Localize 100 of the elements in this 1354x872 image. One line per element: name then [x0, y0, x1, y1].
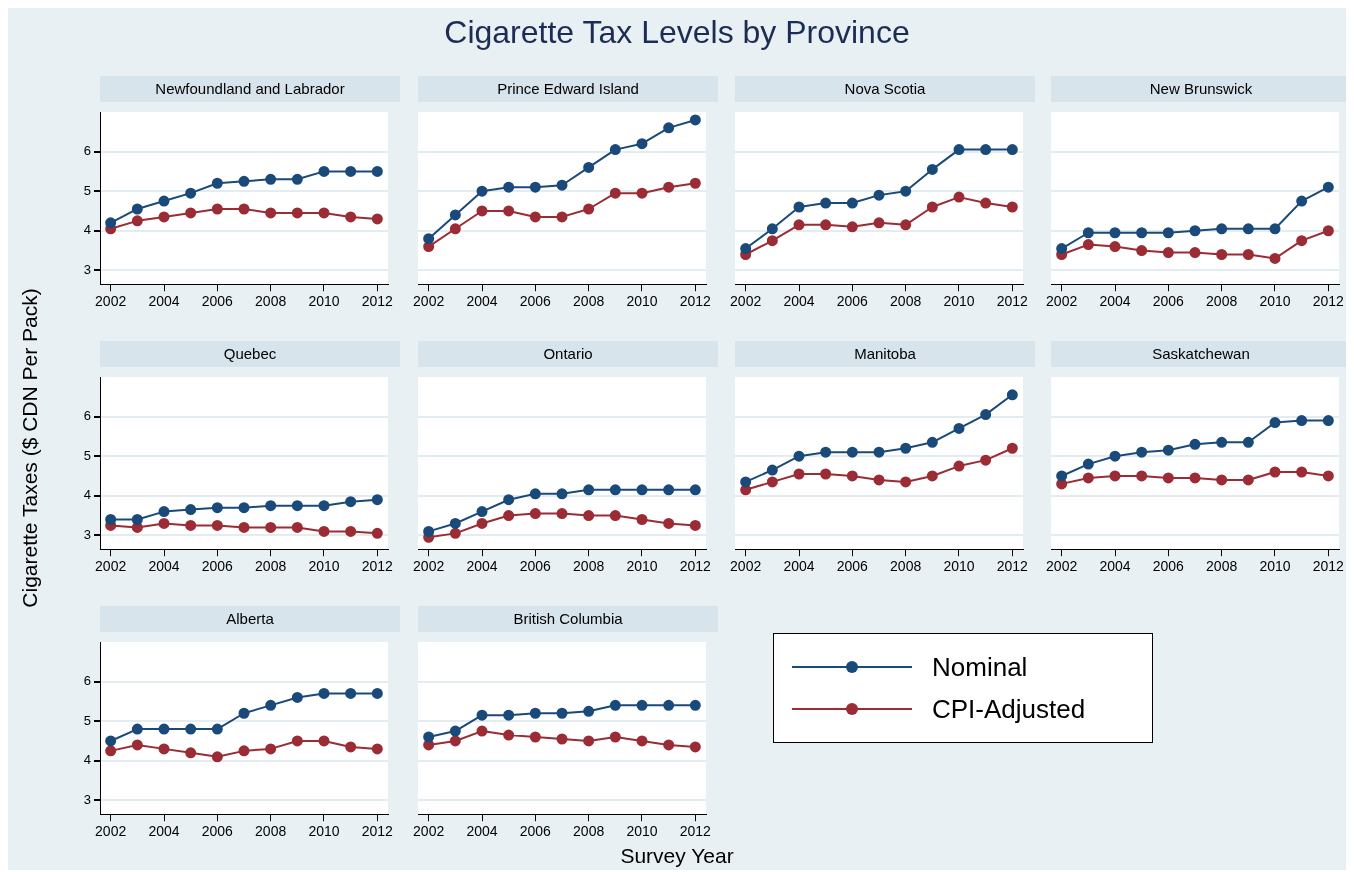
point	[158, 195, 170, 207]
point	[529, 707, 541, 719]
point	[449, 517, 461, 529]
point	[1189, 247, 1201, 259]
x-tick-label: 2002	[95, 823, 127, 840]
point	[953, 460, 965, 472]
point	[503, 181, 515, 193]
x-tick-label: 2008	[890, 293, 922, 310]
point	[1162, 444, 1174, 456]
point	[238, 502, 250, 514]
point	[636, 138, 648, 150]
x-tick-label: 2010	[626, 558, 658, 575]
point	[1322, 225, 1334, 237]
point	[689, 519, 701, 531]
x-tick-label: 2004	[148, 293, 180, 310]
chart-title: British Columbia	[418, 606, 718, 632]
point	[185, 747, 197, 759]
point	[766, 235, 778, 247]
point	[663, 181, 675, 193]
point	[1269, 223, 1281, 235]
point	[318, 207, 330, 219]
point	[476, 725, 488, 737]
point	[609, 699, 621, 711]
point	[953, 144, 965, 156]
point	[663, 699, 675, 711]
point	[158, 211, 170, 223]
x-tick-label: 2002	[413, 558, 445, 575]
x-tick-label: 2002	[95, 558, 127, 575]
point	[131, 203, 143, 215]
point	[663, 739, 675, 751]
point	[1109, 470, 1121, 482]
point	[1242, 223, 1254, 235]
point	[371, 743, 383, 755]
point	[318, 165, 330, 177]
point	[793, 201, 805, 213]
point	[873, 474, 885, 486]
point	[980, 454, 992, 466]
point	[1242, 249, 1254, 261]
point	[503, 510, 515, 522]
point	[211, 723, 223, 735]
point	[291, 173, 303, 185]
point	[211, 751, 223, 763]
x-tick-label: 2006	[201, 293, 234, 310]
point	[105, 514, 117, 526]
point	[926, 201, 938, 213]
point	[583, 203, 595, 215]
x-tick-label: 2010	[943, 558, 975, 575]
point	[846, 470, 858, 482]
point	[529, 508, 541, 520]
point	[345, 211, 357, 223]
point	[556, 733, 568, 745]
point	[1082, 239, 1094, 251]
point	[846, 221, 858, 233]
chart-title: Newfoundland and Labrador	[100, 76, 400, 102]
x-tick-label: 2006	[201, 558, 234, 575]
point	[1216, 474, 1228, 486]
point	[663, 122, 675, 134]
point	[609, 510, 621, 522]
x-tick-label: 2012	[361, 823, 394, 840]
point	[636, 514, 648, 526]
point	[345, 741, 357, 753]
point	[926, 470, 938, 482]
x-tick-label: 2006	[1152, 293, 1185, 310]
x-tick-label: 2008	[573, 558, 605, 575]
point	[793, 450, 805, 462]
point	[529, 181, 541, 193]
point	[1189, 472, 1201, 484]
point	[185, 519, 197, 531]
x-tick-label: 2012	[679, 293, 712, 310]
point	[980, 144, 992, 156]
point	[1136, 446, 1148, 458]
point	[1136, 227, 1148, 239]
point	[291, 691, 303, 703]
point	[476, 205, 488, 217]
point	[318, 500, 330, 512]
point	[476, 506, 488, 518]
text: Survey Year	[619, 844, 735, 868]
point	[449, 735, 461, 747]
point	[766, 223, 778, 235]
point	[371, 213, 383, 225]
y-tick-label: 3	[83, 261, 91, 277]
x-tick-label: 2008	[1206, 293, 1238, 310]
point	[556, 508, 568, 520]
point	[980, 197, 992, 209]
point	[238, 203, 250, 215]
point	[609, 484, 621, 496]
point	[345, 496, 357, 508]
point	[689, 177, 701, 189]
x-tick-label: 2006	[519, 558, 552, 575]
point	[1216, 249, 1228, 261]
chart-title: Nova Scotia	[735, 76, 1035, 102]
point	[105, 217, 117, 229]
point	[345, 165, 357, 177]
point	[820, 219, 832, 231]
chart-title: Saskatchewan	[1151, 344, 1251, 364]
x-tick-label: 2008	[890, 558, 922, 575]
y-tick-label: 3	[83, 791, 91, 807]
point	[105, 735, 117, 747]
point	[371, 494, 383, 506]
point	[556, 179, 568, 191]
